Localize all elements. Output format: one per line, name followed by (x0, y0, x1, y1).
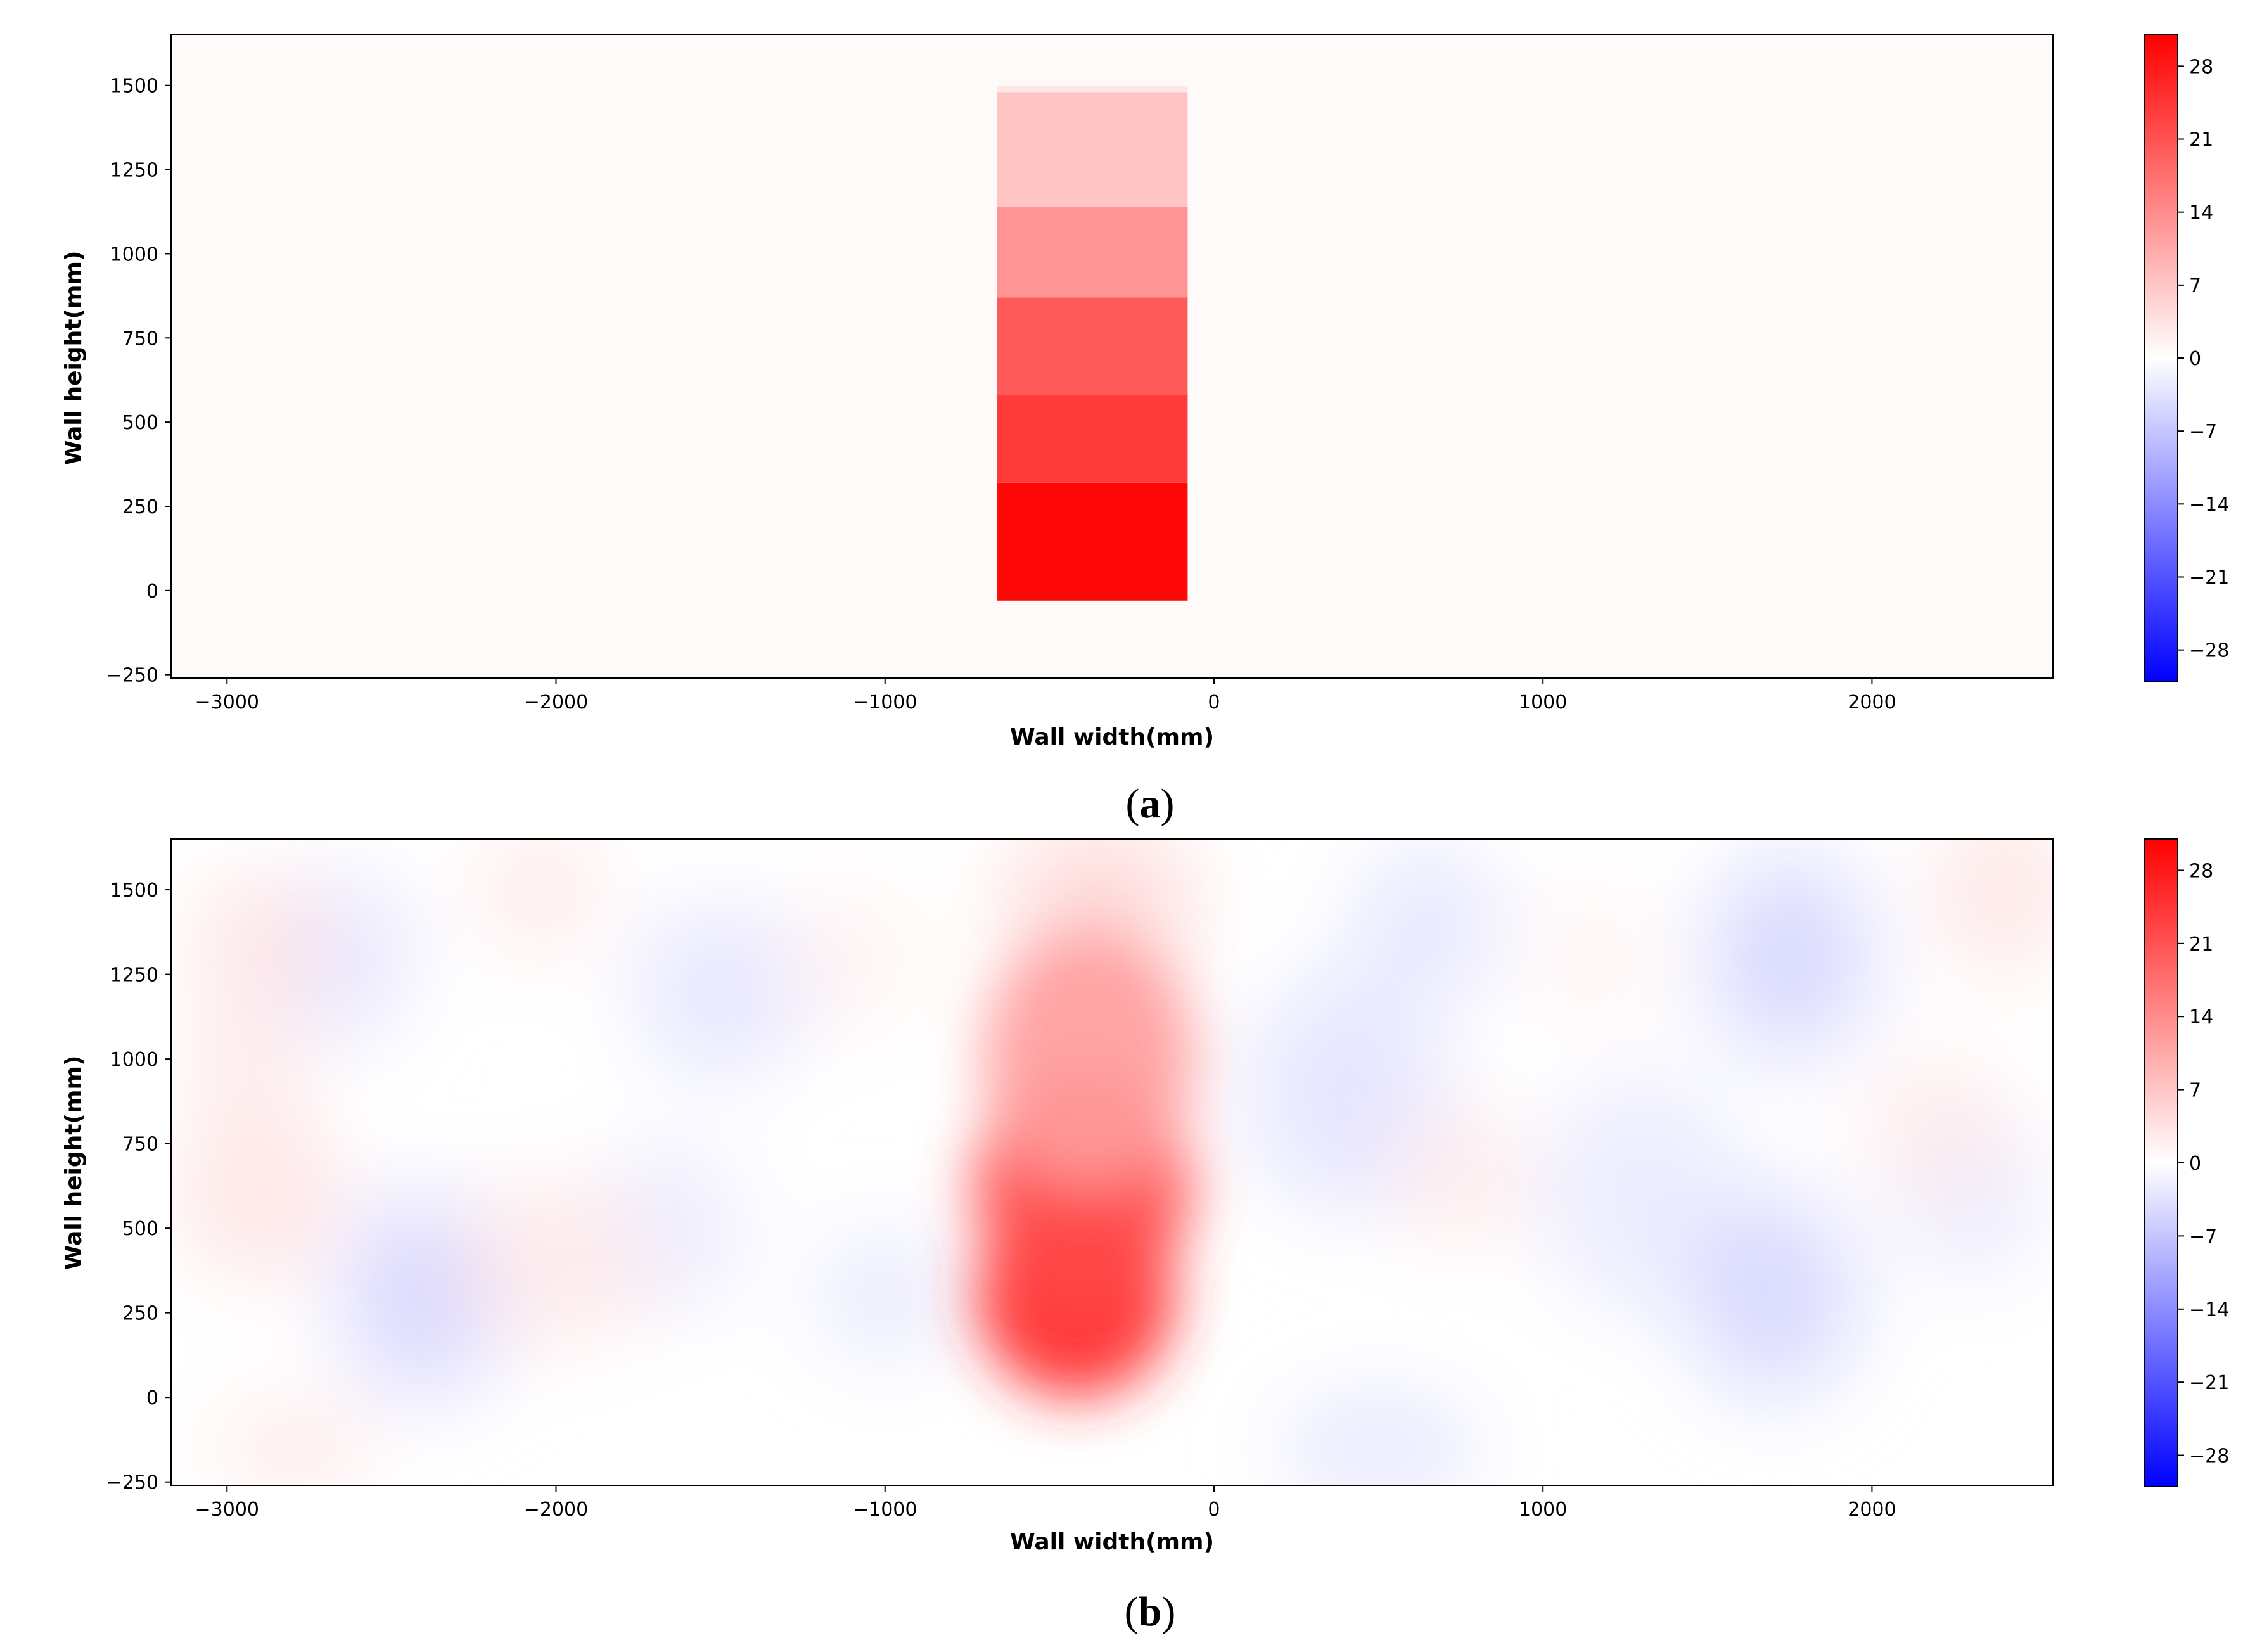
heatmap-band-a-0 (997, 482, 1188, 601)
colorbar-tick-label-a-0: 28 (2189, 56, 2213, 78)
y-tick-label-b-2: 250 (122, 1303, 158, 1325)
x-tick-label-b-3: 0 (1208, 1499, 1220, 1521)
panel-caption-a: (a) (1126, 781, 1175, 827)
heatmap-blob-b-21 (786, 883, 918, 1032)
x-axis-label-a: Wall width(mm) (1010, 724, 1214, 750)
heatmap-blob-b-2 (983, 930, 1194, 1188)
colorbar-tick-label-a-1: 21 (2189, 129, 2213, 151)
plot-frame-a (170, 34, 2054, 679)
x-tick-label-b-5: 2000 (1848, 1499, 1896, 1521)
y-tick-label-b-3: 500 (122, 1218, 158, 1240)
heatmap-blob-b-20 (457, 1177, 655, 1347)
panel-caption-letter-a: a (1140, 781, 1161, 827)
y-tick-label-a-7: 1500 (110, 75, 158, 98)
heatmap-field-b (177, 839, 2053, 1485)
y-tick-label-a-6: 1250 (110, 160, 158, 182)
x-tick-label-b-0: −3000 (195, 1499, 259, 1521)
x-tick-label-b-1: −2000 (524, 1499, 588, 1521)
panel-caption-b: (b) (1125, 1589, 1176, 1635)
heatmap-cells-a (997, 85, 1188, 601)
colorbar-ticks-a: 28 21 14 7 0 −7 −14 −21 −28 (2178, 56, 2229, 662)
colorbar-tick-label-a-5: −7 (2189, 421, 2217, 443)
noise-field-b (177, 839, 2053, 1485)
heatmap-blob-b-18 (177, 1110, 342, 1279)
x-tick-label-b-2: −1000 (853, 1499, 917, 1521)
y-tick-label-a-4: 750 (122, 328, 158, 350)
y-tick-label-b-6: 1250 (110, 964, 158, 987)
heatmap-blob-b-22 (1395, 1110, 1527, 1245)
heatmap-blob-b-25 (1865, 1059, 2010, 1194)
colorbar-tick-label-a-4: 0 (2189, 348, 2201, 370)
heatmap-band-a-1 (997, 395, 1188, 483)
panel-caption-letter-b: b (1139, 1589, 1162, 1635)
y-tick-label-b-7: 1500 (110, 880, 158, 902)
y-tick-label-a-0: −250 (106, 665, 158, 687)
x-tick-label-a-2: −1000 (853, 691, 917, 714)
heatmap-blob-b-13 (1707, 855, 1872, 1060)
colorbar-tick-label-b-4: 0 (2189, 1153, 2201, 1175)
heatmap-blob-b-8 (812, 1228, 957, 1364)
colorbar-tick-label-b-3: 7 (2189, 1080, 2201, 1102)
x-tick-label-b-4: 1000 (1519, 1499, 1567, 1521)
panel-b: −3000 −2000 −1000 0 1000 2000 −250 0 250 500 750 10… (61, 838, 2229, 1635)
x-tick-label-a-3: 0 (1208, 691, 1220, 714)
heatmap-blob-b-26 (210, 1397, 375, 1485)
colorbar-tick-label-b-6: −14 (2189, 1299, 2229, 1321)
colorbar-tick-label-b-1: 21 (2189, 933, 2213, 956)
y-axis-label-b: Wall height(mm) (61, 1056, 87, 1271)
axes-a: −3000 −2000 −1000 0 1000 2000 −250 0 250 500 750 10… (106, 75, 1896, 714)
colorbar-tick-label-a-6: −14 (2189, 494, 2229, 516)
colorbar-tick-label-a-2: 14 (2189, 202, 2213, 224)
colorbar-tick-label-b-2: 14 (2189, 1006, 2213, 1028)
heatmap-blob-b-17 (184, 991, 303, 1127)
heatmap-blob-b-16 (194, 873, 326, 1009)
colorbar-tick-label-a-8: −28 (2189, 640, 2229, 662)
y-tick-label-a-5: 1000 (110, 243, 158, 266)
heatmap-blob-b-6 (638, 906, 803, 1076)
y-tick-label-a-2: 250 (122, 496, 158, 518)
x-tick-label-a-0: −3000 (195, 691, 259, 714)
hot-zone-b (973, 930, 1194, 1398)
colorbar-b (2144, 838, 2178, 1487)
heatmap-blob-b-15 (1355, 849, 1500, 998)
heatmap-blob-b-12 (1690, 1194, 1856, 1398)
colorbar-tick-label-b-8: −28 (2189, 1445, 2229, 1468)
heatmap-blob-b-23 (1533, 890, 1652, 1025)
heatmap-blob-b-10 (1279, 1397, 1478, 1485)
colorbar-a (2144, 34, 2178, 682)
y-tick-label-b-1: 0 (146, 1387, 158, 1409)
colorbar-tick-label-b-5: −7 (2189, 1226, 2217, 1248)
y-tick-label-b-4: 750 (122, 1134, 158, 1156)
y-tick-label-b-0: −250 (106, 1472, 158, 1494)
colorbar-tick-label-b-0: 28 (2189, 860, 2213, 882)
y-tick-label-a-3: 500 (122, 412, 158, 434)
heatmap-band-a-2 (997, 297, 1188, 395)
heatmap-band-a-3 (997, 207, 1188, 298)
heatmap-band-a-5 (997, 85, 1188, 93)
axes-b: −3000 −2000 −1000 0 1000 2000 −250 0 250 500 750 10… (106, 880, 1896, 1521)
colorbar-tick-label-b-7: −21 (2189, 1372, 2229, 1394)
y-axis-label-a: Wall height(mm) (61, 251, 87, 466)
y-tick-label-a-1: 0 (146, 580, 158, 603)
heatmap-blob-b-9 (1246, 974, 1445, 1212)
colorbar-tick-label-a-7: −21 (2189, 567, 2229, 589)
colorbar-ticks-b: 28 21 14 7 0 −7 −14 −21 −28 (2178, 860, 2229, 1468)
y-tick-label-b-5: 1000 (110, 1049, 158, 1071)
x-tick-label-a-1: −2000 (524, 691, 588, 714)
panel-a: −3000 −2000 −1000 0 1000 2000 −250 0 250 500 750 10… (61, 34, 2229, 827)
heatmap-blob-b-19 (473, 839, 606, 957)
x-tick-label-a-4: 1000 (1519, 691, 1567, 714)
plot-frame-b (170, 838, 2054, 1486)
heatmap-band-a-4 (997, 92, 1188, 207)
x-tick-label-a-5: 2000 (1848, 691, 1896, 714)
heatmap-blob-b-11 (1543, 1075, 1741, 1313)
colorbar-tick-label-a-3: 7 (2189, 275, 2201, 297)
heatmap-blob-b-24 (1938, 839, 2053, 975)
x-axis-label-b: Wall width(mm) (1010, 1529, 1214, 1555)
